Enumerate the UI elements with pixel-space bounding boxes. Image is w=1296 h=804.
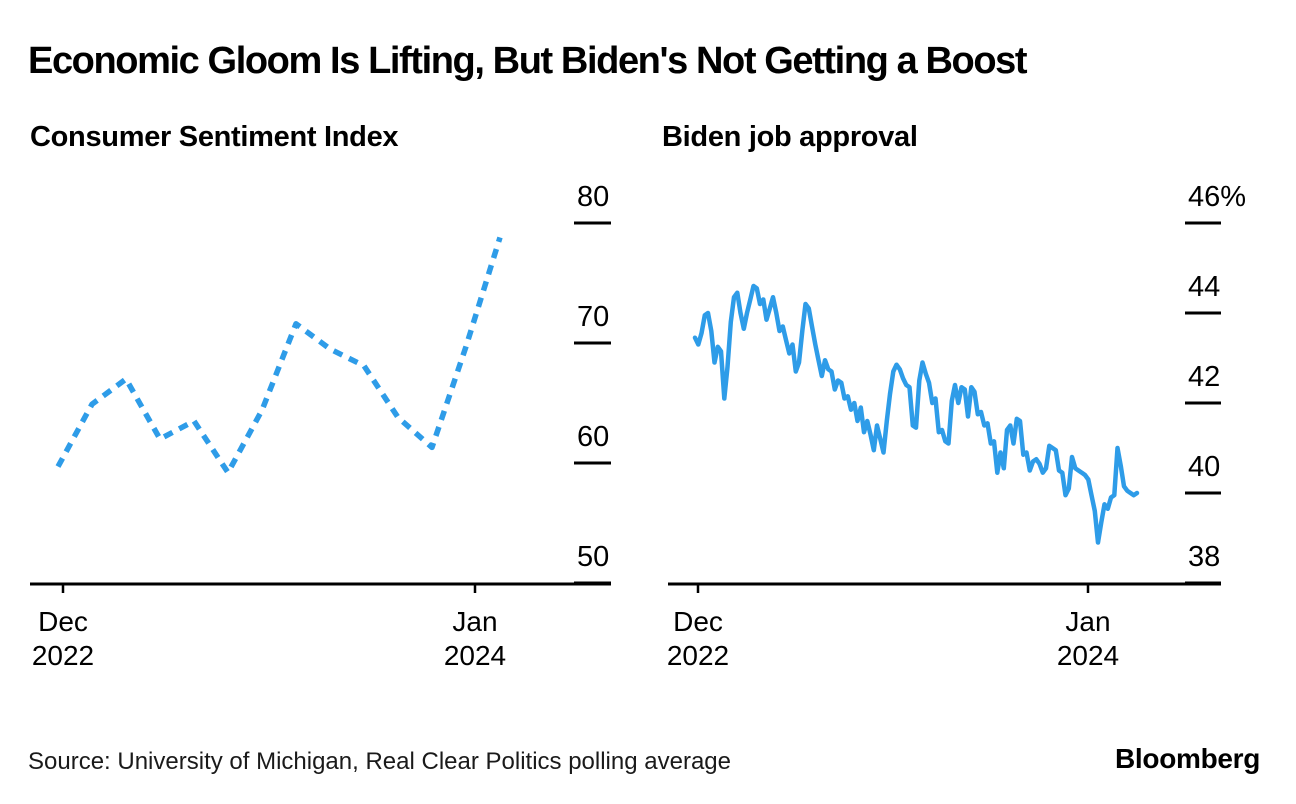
y-tick-label: 40 <box>1188 451 1221 483</box>
y-tick-dash <box>1185 581 1221 585</box>
bloomberg-logo: Bloomberg <box>1115 743 1261 774</box>
left-chart-title: Consumer Sentiment Index <box>30 121 399 153</box>
right-chart-title: Biden job approval <box>662 121 918 153</box>
source-note: Source: University of Michigan, Real Cle… <box>28 748 731 775</box>
y-tick-dash <box>574 341 611 345</box>
x-axis-tick <box>61 584 65 593</box>
x-axis-tick <box>473 584 477 593</box>
x-tick-label: Dec 2022 <box>31 606 95 671</box>
x-tick-label: Jan 2024 <box>443 606 507 671</box>
y-tick-label: 38 <box>1188 541 1221 573</box>
biden-approval-line <box>692 283 1140 545</box>
x-tick-label: Dec 2022 <box>666 606 730 671</box>
x-axis-tick <box>1086 584 1090 593</box>
y-tick-label: 70 <box>577 301 610 333</box>
y-tick-dash <box>1185 401 1221 405</box>
y-tick-label: 50 <box>577 541 610 573</box>
y-tick-dash <box>1185 221 1221 225</box>
x-tick-label: Jan 2024 <box>1056 606 1120 671</box>
y-tick-dash <box>1185 311 1221 315</box>
consumer-sentiment-line <box>55 236 503 476</box>
y-tick-label: 46% <box>1188 181 1247 213</box>
y-tick-label: 60 <box>577 421 610 453</box>
y-tick-dash <box>574 461 611 465</box>
x-axis-line <box>30 582 611 586</box>
y-tick-dash <box>1185 491 1221 495</box>
x-axis-tick <box>696 584 700 593</box>
y-tick-dash <box>574 581 611 585</box>
y-tick-label: 80 <box>577 181 610 213</box>
page-title: Economic Gloom Is Lifting, But Biden's N… <box>28 40 1028 82</box>
x-axis-line <box>668 582 1221 586</box>
y-tick-dash <box>574 221 611 225</box>
y-tick-label: 42 <box>1188 361 1221 393</box>
y-tick-label: 44 <box>1188 271 1221 303</box>
